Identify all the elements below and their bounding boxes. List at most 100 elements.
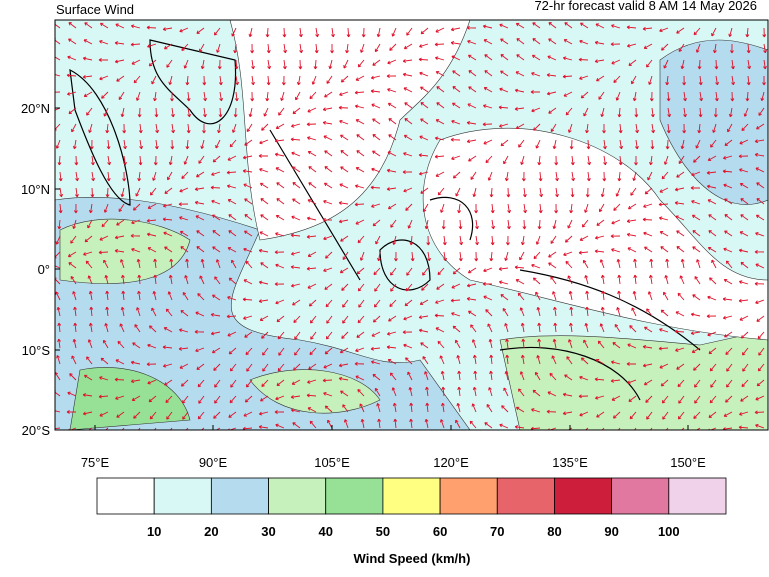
wind-arrow	[579, 411, 589, 417]
wind-arrow	[754, 152, 765, 157]
wind-arrow	[455, 187, 461, 197]
wind-arrow	[600, 187, 605, 198]
wind-arrow	[154, 139, 159, 150]
wind-arrow	[276, 315, 285, 323]
wind-arrow	[693, 427, 701, 430]
wind-arrow	[120, 187, 125, 198]
wind-arrow	[472, 386, 477, 397]
wind-arrow	[594, 377, 605, 382]
wind-arrow	[153, 427, 157, 430]
wind-arrow	[114, 41, 125, 45]
wind-arrow	[741, 347, 749, 356]
wind-arrow	[661, 171, 669, 180]
wind-arrow	[418, 328, 429, 333]
wind-arrow	[532, 38, 541, 45]
wind-arrow	[248, 107, 253, 118]
wind-arrow	[466, 283, 477, 288]
wind-arrow	[485, 309, 493, 317]
wind-arrow	[754, 249, 765, 254]
wind-arrow	[600, 274, 605, 285]
wind-arrow	[82, 393, 93, 397]
wind-arrow	[504, 323, 509, 333]
wind-arrow	[755, 423, 765, 429]
wind-arrow	[58, 171, 63, 182]
wind-arrow	[147, 247, 157, 253]
wind-arrow	[293, 315, 301, 323]
wind-arrow	[155, 123, 160, 134]
wind-arrow	[403, 134, 413, 141]
wind-arrow	[679, 275, 685, 285]
wind-arrow	[600, 306, 605, 317]
wind-arrow	[642, 26, 653, 31]
wind-arrow	[579, 235, 589, 241]
wind-arrow	[101, 219, 109, 228]
wind-arrow	[425, 386, 429, 397]
wind-arrow	[372, 118, 381, 125]
wind-arrow	[309, 347, 317, 356]
wind-zone	[499, 329, 768, 430]
wind-arrow	[741, 123, 749, 132]
wind-arrow	[130, 233, 141, 238]
wind-arrow	[715, 75, 720, 86]
wind-arrow	[680, 139, 685, 150]
wind-arrow	[531, 408, 541, 413]
wind-arrow	[582, 259, 589, 269]
wind-arrow	[644, 246, 653, 253]
wind-arrow	[266, 43, 271, 54]
wind-arrow	[627, 203, 637, 210]
wind-arrow	[307, 150, 317, 157]
wind-arrow	[290, 408, 301, 413]
wind-arrow	[616, 258, 621, 269]
wind-arrow	[356, 150, 365, 157]
wind-arrow	[84, 22, 93, 29]
wind-arrow	[359, 251, 365, 261]
wind-arrow	[467, 267, 477, 274]
wind-zone	[659, 39, 768, 205]
wind-arrow	[699, 91, 704, 102]
colorbar-box	[268, 477, 327, 515]
wind-arrow	[596, 219, 605, 226]
wind-arrow	[452, 325, 461, 333]
wind-arrow	[422, 203, 429, 213]
wind-arrow	[519, 371, 525, 381]
wind-arrow	[420, 342, 429, 349]
wind-arrow	[68, 262, 77, 269]
wind-arrow	[57, 219, 62, 230]
wind-arrow	[434, 136, 445, 141]
wind-arrow	[299, 27, 303, 38]
wind-arrow	[212, 230, 221, 237]
wind-arrow	[489, 354, 494, 365]
wind-arrow	[371, 103, 381, 109]
wind-arrow	[227, 296, 237, 301]
wind-arrow	[74, 155, 79, 166]
wind-arrow	[146, 232, 157, 237]
wind-arrow	[135, 91, 141, 101]
wind-arrow	[213, 27, 221, 36]
wind-arrow	[645, 395, 653, 403]
wind-arrow	[147, 379, 157, 385]
wind-arrow	[340, 150, 349, 157]
wind-arrow	[308, 299, 317, 307]
wind-arrow	[165, 308, 173, 317]
wind-arrow	[106, 171, 111, 182]
wind-arrow	[167, 291, 173, 301]
wind-arrow	[662, 411, 669, 420]
wind-arrow	[580, 357, 589, 365]
wind-arrow	[198, 395, 205, 404]
wind-arrow	[164, 187, 173, 194]
wind-arrow	[535, 235, 541, 245]
wind-arrow	[274, 152, 285, 157]
wind-arrow	[515, 123, 525, 130]
coastline	[69, 39, 701, 401]
wind-arrow	[361, 27, 366, 38]
wind-arrow	[308, 182, 317, 189]
lat-label: 0°	[38, 262, 50, 277]
wind-arrow	[267, 59, 272, 70]
wind-arrow	[531, 263, 541, 269]
wind-arrow	[55, 265, 61, 269]
wind-arrow	[756, 182, 765, 189]
wind-arrow	[72, 139, 77, 150]
wind-arrow	[695, 139, 701, 149]
wind-arrow	[90, 187, 95, 198]
wind-arrow	[103, 107, 109, 117]
